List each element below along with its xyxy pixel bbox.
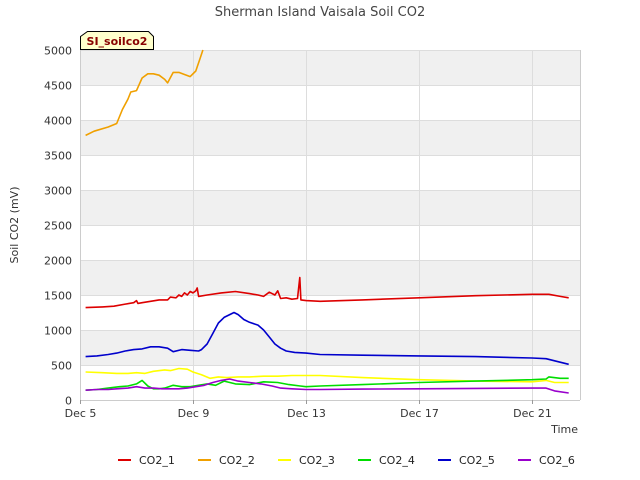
background-bands	[80, 50, 580, 365]
series-line-co2-1	[85, 276, 569, 309]
series-layer	[85, 49, 569, 394]
y-tick-label: 4000	[44, 115, 72, 128]
series-line-co2-4	[85, 376, 569, 391]
y-tick-label: 3500	[44, 150, 72, 163]
series-line-co2-2	[85, 49, 204, 137]
legend-label: CO2_5	[459, 454, 495, 467]
background-band	[80, 50, 580, 85]
x-tick-label: Dec 17	[400, 407, 439, 420]
x-tick-label: Dec 5	[65, 407, 97, 420]
x-tick-label: Dec 13	[287, 407, 326, 420]
y-axis-ticks: 0 500 1000 1500 2000 2500 3000 3500 4000 4500 5000	[44, 45, 72, 408]
y-axis-label: Soil CO2 (mV)	[8, 187, 21, 264]
x-tick-label: Dec 9	[178, 407, 210, 420]
series-line-co2-5	[85, 311, 569, 366]
chart-title: Sherman Island Vaisala Soil CO2	[215, 5, 425, 20]
y-tick-label: 500	[51, 360, 72, 373]
y-tick-label: 4500	[44, 80, 72, 93]
y-tick-label: 1500	[44, 290, 72, 303]
background-band	[80, 260, 580, 295]
legend-label: CO2_4	[379, 454, 415, 467]
x-axis-label: Time	[550, 423, 578, 436]
x-tick-label: Dec 21	[513, 407, 552, 420]
gridlines	[80, 50, 580, 401]
x-axis-ticks: Dec 5 Dec 9 Dec 13 Dec 17 Dec 21	[65, 400, 552, 420]
y-tick-label: 3000	[44, 185, 72, 198]
y-tick-label: 0	[65, 395, 72, 408]
site-badge-box	[80, 31, 154, 50]
legend-label: CO2_6	[539, 454, 575, 467]
site-badge-label: SI_soilco2	[87, 35, 148, 48]
y-tick-label: 5000	[44, 45, 72, 58]
y-tick-label: 2000	[44, 255, 72, 268]
axes	[80, 50, 581, 401]
legend-label: CO2_3	[299, 454, 335, 467]
legend-label: CO2_1	[139, 454, 175, 467]
y-tick-label: 1000	[44, 325, 72, 338]
background-band	[80, 190, 580, 225]
legend-label: CO2_2	[219, 454, 255, 467]
background-band	[80, 120, 580, 155]
legend: CO2_1 CO2_2 CO2_3 CO2_4 CO2_5 CO2_6	[118, 454, 575, 467]
series-line-co2-3	[85, 367, 569, 384]
series-line-co2-6	[85, 378, 569, 394]
y-tick-label: 2500	[44, 220, 72, 233]
site-badge: SI_soilco2	[80, 31, 154, 50]
